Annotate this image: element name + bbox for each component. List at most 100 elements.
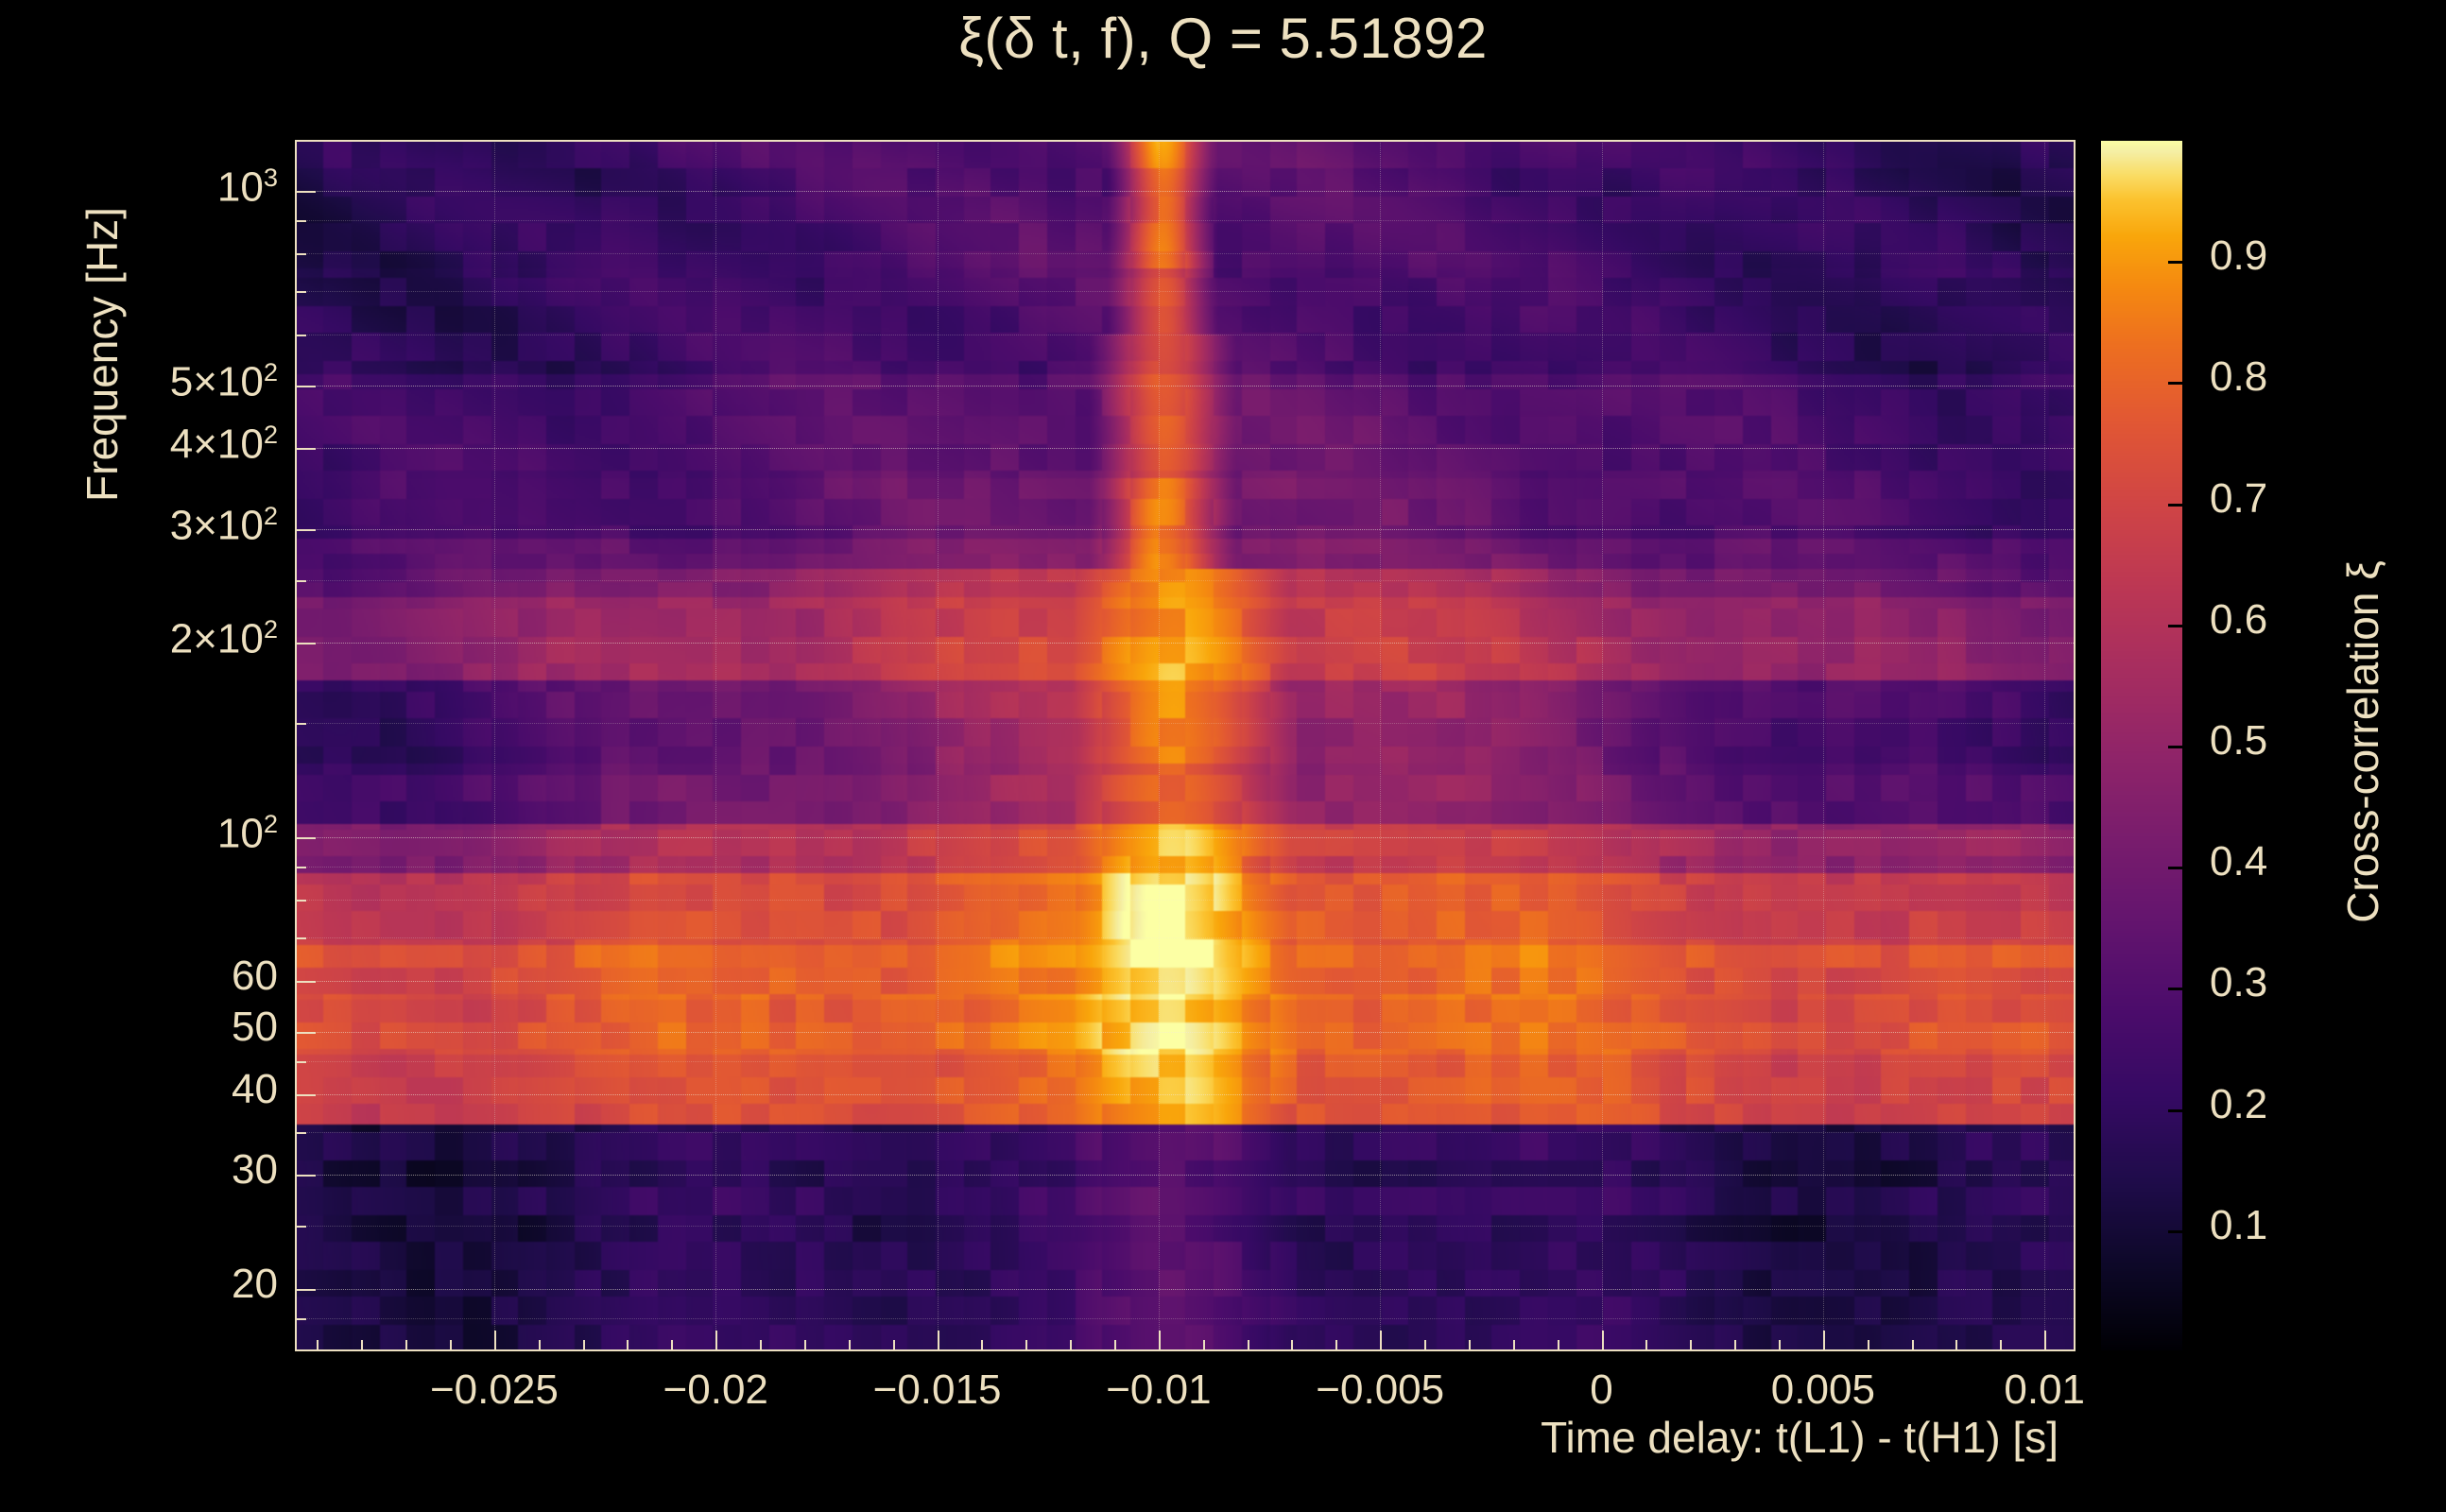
y-axis-tick-minor <box>295 1060 306 1063</box>
colorbar-tick-label: 0.9 <box>2210 232 2268 280</box>
colorbar-tick-label: 0.6 <box>2210 595 2268 643</box>
gridline-vertical <box>1380 140 1382 1351</box>
colorbar-tick-label: 0.1 <box>2210 1201 2268 1248</box>
heatmap-plot-area <box>295 140 2076 1351</box>
colorbar-tick-label: 0.7 <box>2210 474 2268 522</box>
gridline-vertical <box>2044 140 2046 1351</box>
y-axis-tick <box>295 1288 316 1291</box>
gridline-horizontal <box>295 1093 2076 1095</box>
y-axis-tick-label: 5×102 <box>169 356 278 405</box>
x-axis-tick-minor <box>848 1340 851 1351</box>
gridline-horizontal-minor <box>295 1131 2076 1133</box>
gridline-horizontal-minor <box>295 1060 2076 1062</box>
x-axis-tick-minor <box>405 1340 408 1351</box>
gridline-horizontal <box>295 980 2076 982</box>
y-axis-tick <box>295 643 316 645</box>
x-axis-tick-label: 0 <box>1590 1366 1613 1413</box>
y-axis-tick <box>295 448 316 451</box>
colorbar-tick <box>2168 624 2183 627</box>
x-axis-tick-minor <box>671 1340 674 1351</box>
x-axis-tick-minor <box>1955 1340 1958 1351</box>
gridline-horizontal-minor <box>295 253 2076 255</box>
gridline-vertical <box>937 140 939 1351</box>
x-axis-tick-minor <box>1645 1340 1648 1351</box>
y-axis-tick-minor <box>295 723 306 726</box>
gridline-vertical <box>1601 140 1603 1351</box>
y-axis-tick-minor <box>295 1131 306 1134</box>
x-axis-tick <box>1601 1331 1604 1351</box>
y-axis-tick-label: 3×102 <box>169 500 278 549</box>
x-axis-tick-minor <box>1335 1340 1338 1351</box>
y-axis-title: Frequency [Hz] <box>74 140 130 669</box>
gridline-horizontal <box>295 1031 2076 1033</box>
y-axis-tick-minor <box>295 936 306 939</box>
x-axis-tick-label: 0.01 <box>2004 1366 2086 1413</box>
x-axis-tick-minor <box>317 1340 319 1351</box>
page-title: ξ(δ t, f), Q = 5.51892 <box>958 7 1488 70</box>
x-axis-tick-minor <box>2000 1340 2003 1351</box>
y-axis-tick-label: 40 <box>232 1065 278 1112</box>
y-axis-tick-label: 20 <box>232 1260 278 1307</box>
colorbar-tick-label: 0.3 <box>2210 959 2268 1006</box>
x-axis-tick-minor <box>1202 1340 1205 1351</box>
y-axis-tick <box>295 385 316 387</box>
gridline-horizontal <box>295 191 2076 193</box>
x-axis-tick-minor <box>582 1340 585 1351</box>
x-axis-tick-minor <box>361 1340 364 1351</box>
x-axis-tick-minor <box>803 1340 806 1351</box>
gridline-horizontal-minor <box>295 291 2076 293</box>
gridline-vertical <box>1822 140 1824 1351</box>
y-axis-tick <box>295 528 316 531</box>
x-axis-tick-label: −0.02 <box>663 1366 768 1413</box>
y-axis-tick-minor <box>295 220 306 223</box>
colorbar-title: Cross-correlation ξ <box>2316 140 2387 1351</box>
x-axis-tick-minor <box>892 1340 895 1351</box>
y-axis-tick-label: 102 <box>216 808 278 857</box>
x-axis-tick <box>1158 1331 1161 1351</box>
gridline-horizontal-minor <box>295 936 2076 938</box>
x-axis-tick-minor <box>1247 1340 1249 1351</box>
y-axis-tick-label: 30 <box>232 1146 278 1194</box>
x-axis-tick-minor <box>1070 1340 1073 1351</box>
x-axis-tick-minor <box>1424 1340 1427 1351</box>
y-axis-tick-minor <box>295 253 306 256</box>
y-axis-tick-minor <box>295 900 306 902</box>
colorbar-tick-label: 0.8 <box>2210 353 2268 401</box>
gridline-horizontal <box>295 1175 2076 1177</box>
y-axis-tick-label: 60 <box>232 952 278 999</box>
heatmap-image <box>295 140 2076 1351</box>
gridline-vertical <box>1158 140 1160 1351</box>
colorbar-tick <box>2168 988 2183 991</box>
gridline-vertical <box>493 140 495 1351</box>
y-axis-tick-minor <box>295 334 306 336</box>
y-axis-tick <box>295 836 316 839</box>
x-axis-tick-minor <box>1557 1340 1559 1351</box>
gridline-horizontal-minor <box>295 900 2076 902</box>
gridline-horizontal <box>295 448 2076 450</box>
x-axis-tick-minor <box>981 1340 984 1351</box>
x-axis-tick-minor <box>1734 1340 1737 1351</box>
x-axis-tick-minor <box>1025 1340 1028 1351</box>
x-axis-tick-minor <box>627 1340 629 1351</box>
gridline-horizontal <box>295 1288 2076 1290</box>
y-axis-tick <box>295 1175 316 1177</box>
y-axis-tick-minor <box>295 579 306 582</box>
colorbar-tick <box>2168 1108 2183 1112</box>
x-axis-tick-minor <box>1911 1340 1914 1351</box>
gridline-horizontal-minor <box>295 1226 2076 1228</box>
y-axis-tick-label: 2×102 <box>169 614 278 662</box>
gridline-horizontal-minor <box>295 579 2076 581</box>
y-axis-tick-minor <box>295 291 306 294</box>
y-axis-tick-label: 50 <box>232 1003 278 1050</box>
x-axis-tick <box>1380 1331 1383 1351</box>
x-axis-tick-minor <box>1779 1340 1781 1351</box>
gridline-horizontal <box>295 643 2076 644</box>
colorbar-tick <box>2168 867 2183 870</box>
colorbar-tick-label: 0.5 <box>2210 717 2268 764</box>
colorbar-tick <box>2168 261 2183 265</box>
gridline-vertical <box>715 140 717 1351</box>
x-axis-tick-label: 0.005 <box>1770 1366 1875 1413</box>
gridline-horizontal-minor <box>295 723 2076 725</box>
x-axis-tick-minor <box>1690 1340 1693 1351</box>
